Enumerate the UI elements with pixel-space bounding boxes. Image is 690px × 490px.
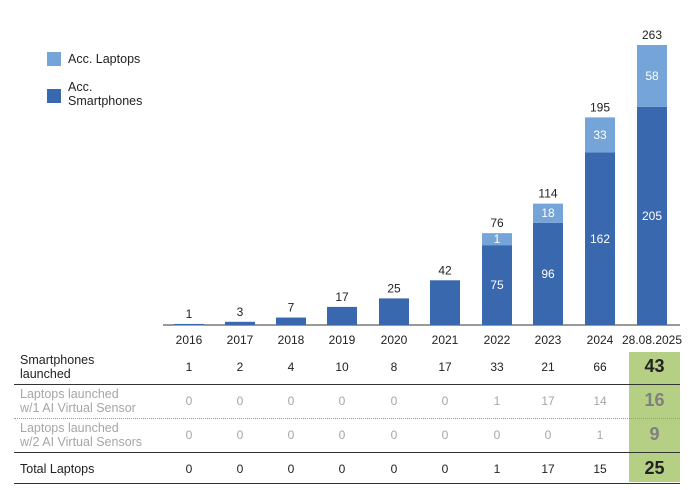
bar-total-label: 263 (642, 28, 662, 42)
bar-smartphones (174, 323, 204, 326)
bar-label-laptops: 33 (593, 128, 607, 142)
x-tick-label: 2023 (535, 333, 562, 347)
bar-smartphones (430, 280, 460, 325)
bar-total-label: 3 (237, 305, 244, 319)
bar-total-label: 76 (490, 216, 504, 230)
bar-laptops (637, 45, 667, 107)
x-tick-label: 2017 (227, 333, 254, 347)
bar-laptops (585, 117, 615, 153)
bar-label-laptops: 18 (541, 206, 555, 220)
bar-smartphones (276, 317, 306, 325)
legend-label: Acc. (68, 80, 92, 94)
x-tick-label: 2021 (432, 333, 459, 347)
bar-label-smartphones: 75 (490, 278, 504, 292)
bar-smartphones (585, 152, 615, 325)
bar-total-label: 7 (288, 301, 295, 315)
x-tick-label: 2020 (381, 333, 408, 347)
bar-label-smartphones: 162 (590, 232, 610, 246)
bar-smartphones (327, 306, 357, 325)
bar-smartphones (379, 298, 409, 325)
bar-label-smartphones: 96 (541, 267, 555, 281)
legend-label: Acc. Laptops (68, 52, 140, 66)
bar-laptops (533, 203, 563, 223)
x-tick-label: 2018 (278, 333, 305, 347)
bar-smartphones (637, 106, 667, 325)
x-tick-label: 28.08.2025 (622, 333, 682, 347)
bar-total-label: 1 (186, 307, 193, 321)
bar-laptops (482, 233, 512, 246)
x-tick-label: 2024 (587, 333, 614, 347)
bar-smartphones (533, 222, 563, 325)
bar-smartphones (482, 245, 512, 325)
bar-total-label: 17 (335, 290, 349, 304)
bar-total-label: 25 (387, 281, 401, 295)
bar-smartphones (225, 321, 255, 325)
x-tick-label: 2019 (329, 333, 356, 347)
bar-total-label: 195 (590, 100, 610, 114)
legend-swatch (47, 89, 61, 103)
bar-label-smartphones: 205 (642, 209, 662, 223)
bar-total-label: 114 (538, 187, 557, 201)
bar-label-laptops: 58 (645, 69, 659, 83)
x-tick-label: 2022 (484, 333, 511, 347)
legend-swatch (47, 52, 61, 66)
bar-total-label: 42 (438, 263, 452, 277)
legend-label: Smartphones (68, 94, 142, 108)
bar-label-laptops: 1 (494, 232, 501, 246)
x-tick-label: 2016 (176, 333, 203, 347)
